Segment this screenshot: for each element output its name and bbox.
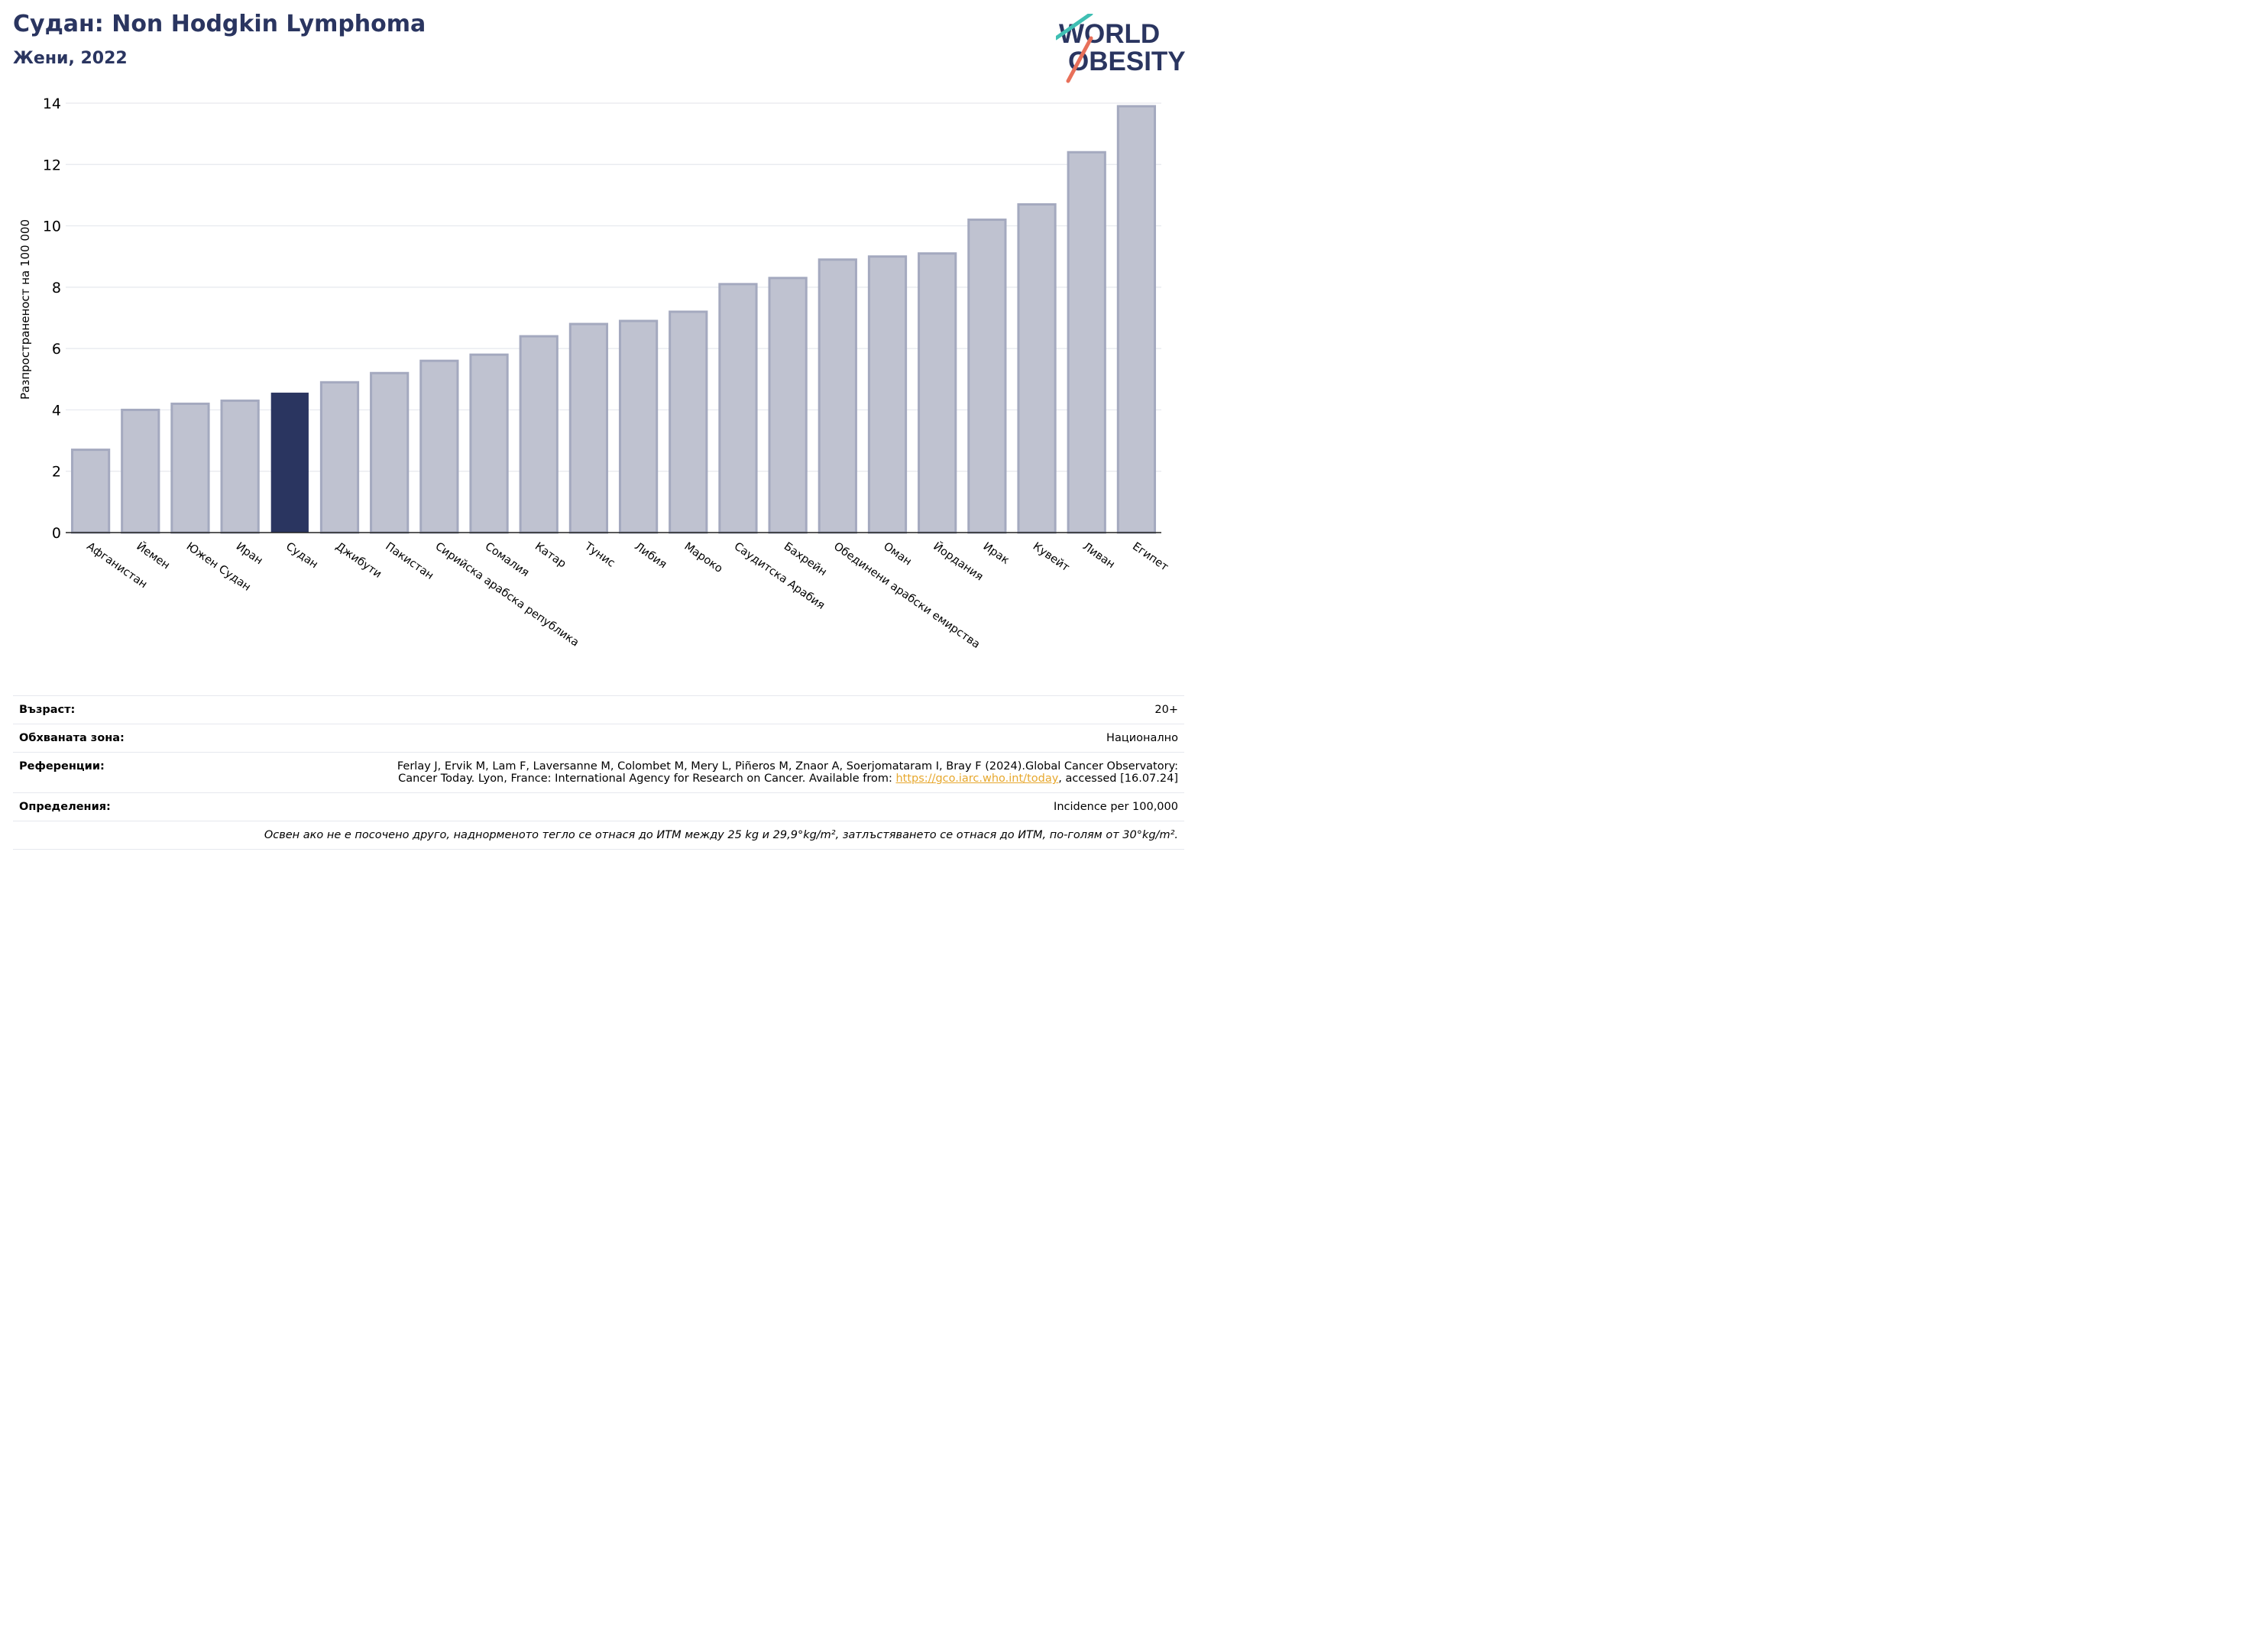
y-tick-label: 6 <box>52 341 61 358</box>
logo-slash-coral <box>1066 36 1093 83</box>
area-value: Национално <box>1106 732 1178 744</box>
y-tick-label: 8 <box>52 280 61 296</box>
references-line-1: Ferlay J, Ervik M, Lam F, Laversanne M, … <box>397 760 1178 773</box>
bar <box>867 255 908 534</box>
bar <box>121 408 160 534</box>
x-tick-label: Сомалия <box>483 540 531 579</box>
y-tick-label: 14 <box>43 96 61 112</box>
age-label: Възраст: <box>19 704 76 716</box>
definitions-label: Определения: <box>19 801 111 813</box>
x-tick-label: Оман <box>881 540 914 568</box>
x-tick-label: Йемен <box>134 539 173 572</box>
info-row-definitions: Определения: Incidence per 100,000 <box>13 792 1184 821</box>
bar <box>568 322 609 534</box>
info-row-references: Референции: Ferlay J, Ervik M, Lam F, La… <box>13 752 1184 792</box>
references-line-2-end: , accessed [16.07.24] <box>1058 773 1178 785</box>
bar <box>967 219 1007 534</box>
logo-word-2: OBESITY <box>1068 47 1186 76</box>
age-value: 20+ <box>1154 704 1178 716</box>
bar <box>70 449 111 534</box>
bar <box>1067 151 1106 534</box>
page-title: Судан: Non Hodgkin Lymphoma <box>13 11 426 37</box>
references-label: Референции: <box>19 760 105 773</box>
area-label: Обхваната зона: <box>19 732 125 744</box>
footnote: Освен ако не е посочено друго, наднормен… <box>264 829 1178 841</box>
bar <box>270 392 309 533</box>
bar <box>170 402 210 534</box>
y-tick-label: 2 <box>52 464 61 481</box>
bar <box>519 335 559 534</box>
bar <box>319 381 360 534</box>
bar <box>419 359 459 534</box>
definitions-value: Incidence per 100,000 <box>1054 801 1178 813</box>
logo-slash-teal <box>1056 14 1093 40</box>
x-tick-label: Ирак <box>981 540 1012 567</box>
x-tick-label: Либия <box>632 540 669 571</box>
x-tick-label: Джибути <box>333 540 384 581</box>
bar <box>469 353 509 534</box>
references-line-2-start: Cancer Today. Lyon, France: Internationa… <box>398 773 896 785</box>
x-tick-label: Ливан <box>1080 540 1117 571</box>
x-tick-label: Мароко <box>682 540 724 575</box>
x-tick-label: Йордания <box>931 539 986 584</box>
x-tick-label: Тунис <box>581 540 617 570</box>
bar-chart: Разпространеност на 100 000 02468101214А… <box>18 96 1170 651</box>
y-tick-label: 0 <box>52 525 61 542</box>
info-row-area: Обхваната зона: Национално <box>13 724 1184 752</box>
x-tick-label: Египет <box>1130 540 1170 574</box>
x-tick-label: Судан <box>283 540 320 571</box>
bar <box>669 310 708 534</box>
references-value: Ferlay J, Ervik M, Lam F, Laversanne M, … <box>397 760 1178 785</box>
y-axis-label: Разпространеност на 100 000 <box>18 219 32 400</box>
bar <box>768 277 808 534</box>
info-row-note: Освен ако не е посочено друго, наднормен… <box>13 821 1184 850</box>
bar <box>220 399 260 534</box>
x-tick-label: Пакистан <box>383 540 435 582</box>
bar <box>1017 202 1057 534</box>
x-tick-label: Саудитска Арабия <box>732 540 827 612</box>
world-obesity-logo: WORLD OBESITY <box>1056 14 1186 83</box>
bar <box>818 258 857 534</box>
x-tick-label: Кувейт <box>1031 540 1072 575</box>
bar <box>918 252 957 534</box>
bar <box>718 283 758 534</box>
x-tick-label: Бахрейн <box>782 540 829 578</box>
y-tick-label: 10 <box>43 219 61 235</box>
x-tick-label: Иран <box>234 540 265 567</box>
bar <box>618 319 659 534</box>
x-tick-label: Катар <box>533 540 568 570</box>
bar <box>370 371 410 534</box>
info-table: Възраст: 20+ Обхваната зона: Национално … <box>13 695 1184 850</box>
y-tick-label: 4 <box>52 402 61 419</box>
references-link[interactable]: https://gco.iarc.who.int/today <box>895 773 1059 785</box>
y-tick-label: 12 <box>43 157 61 173</box>
page-subtitle: Жени, 2022 <box>13 49 128 68</box>
info-row-age: Възраст: 20+ <box>13 695 1184 724</box>
bar <box>1116 105 1157 534</box>
